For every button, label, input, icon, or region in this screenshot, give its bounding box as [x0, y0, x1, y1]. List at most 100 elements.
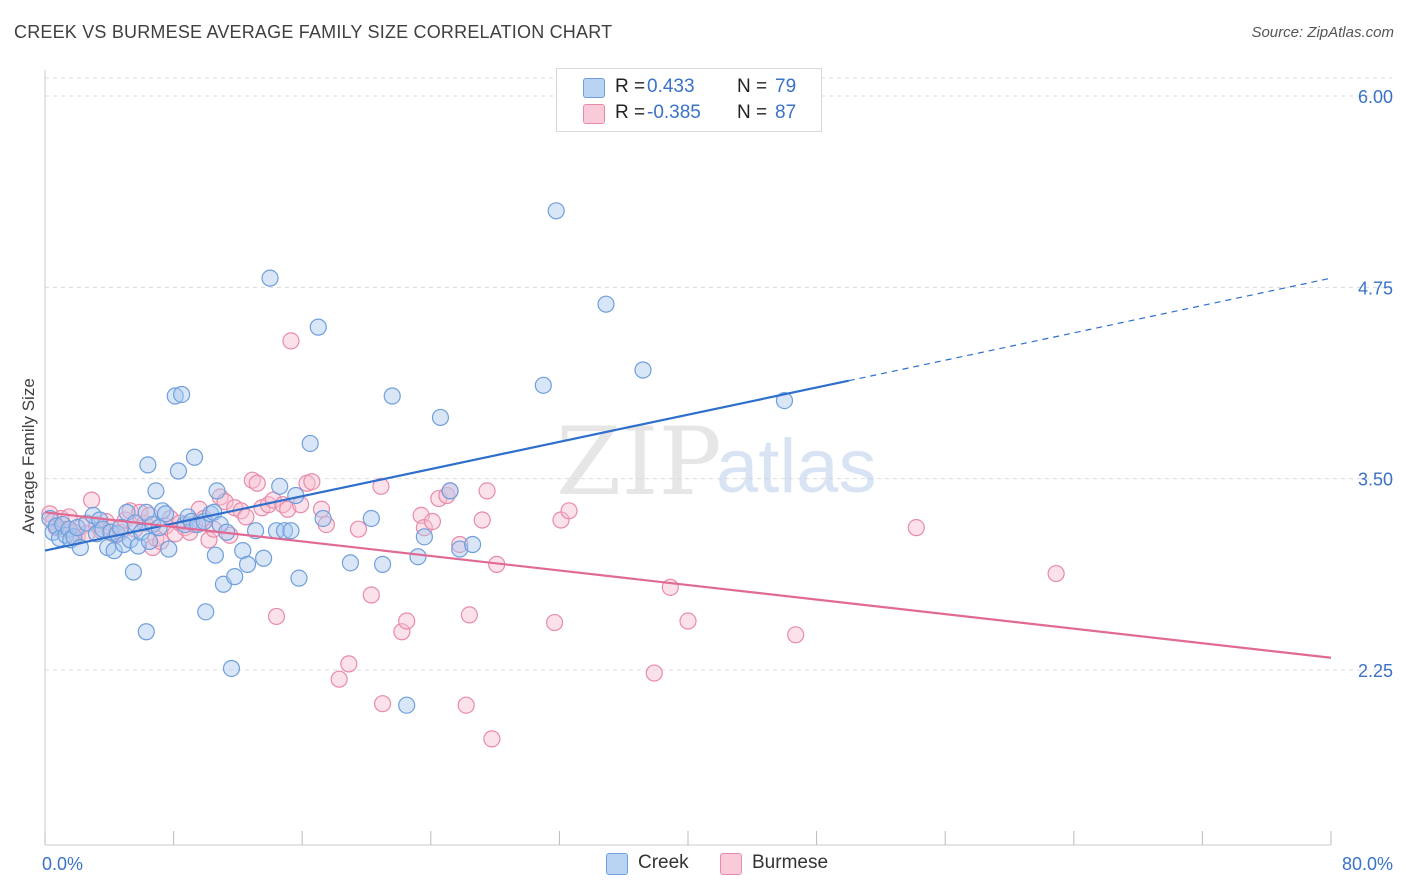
creek-point	[409, 548, 427, 566]
burmese-point	[473, 511, 491, 529]
burmese-point	[372, 477, 390, 495]
trend-lines	[44, 277, 1332, 659]
creek-point	[139, 456, 157, 474]
creek-r-value: 0.433	[647, 76, 695, 97]
creek-point	[197, 603, 215, 621]
burmese-point	[243, 471, 261, 489]
creek-point	[314, 509, 332, 528]
creek-point	[208, 482, 226, 500]
correlation-legend: R = 0.433 N = 79 R = -0.385 N = 87	[556, 68, 822, 132]
burmese-point	[362, 586, 380, 604]
burmese-point	[679, 612, 697, 630]
creek-point	[431, 408, 450, 427]
burmese-point	[423, 512, 442, 531]
creek-swatch	[583, 78, 605, 98]
creek-r-label: R =	[615, 76, 646, 97]
creek-point	[415, 528, 433, 546]
x-tick-label-max: 80.0%	[1342, 854, 1393, 874]
bottom-creek-swatch	[606, 853, 628, 875]
creek-point	[166, 387, 184, 405]
creek-point	[441, 482, 459, 500]
x-tick-label-min: 0.0%	[42, 854, 83, 874]
creek-n-label: N =	[737, 76, 768, 97]
tick-labels: 2.25 3.50 4.75 6.00 0.0% 80.0%	[42, 87, 1393, 874]
burmese-point	[83, 491, 101, 509]
creek-point	[226, 568, 244, 586]
burmese-point	[303, 473, 321, 491]
creek-point	[383, 387, 401, 405]
y-axis-label: Average Family Size	[19, 378, 38, 534]
creek-point	[185, 448, 204, 466]
bottom-burmese-label: Burmese	[752, 852, 829, 873]
chart-title: CREEK VS BURMESE AVERAGE FAMILY SIZE COR…	[14, 22, 613, 42]
creek-point	[271, 477, 289, 495]
creek-trend-line	[44, 379, 849, 552]
burmese-point	[478, 482, 496, 500]
creek-point	[169, 462, 188, 480]
source-label: Source: ZipAtlas.com	[1251, 24, 1394, 41]
creek-point	[463, 535, 482, 554]
creek-point	[282, 522, 300, 540]
creek-point	[105, 542, 123, 560]
burmese-point	[451, 535, 469, 554]
creek-point	[373, 555, 392, 573]
burmese-point	[438, 486, 456, 505]
burmese-point	[221, 526, 239, 544]
burmese-point	[373, 695, 392, 713]
creek-point	[160, 540, 178, 558]
watermark-atlas: atlas	[716, 424, 877, 509]
creek-point	[137, 623, 155, 641]
creek-point	[147, 482, 165, 500]
creek-point	[129, 537, 147, 555]
burmese-point	[349, 520, 368, 538]
burmese-point	[645, 664, 663, 682]
burmese-point	[237, 508, 255, 526]
burmese-n-label: N =	[737, 102, 768, 123]
watermark: ZIP atlas	[556, 408, 877, 517]
creek-point	[261, 269, 279, 287]
burmese-point	[460, 606, 478, 624]
creek-point	[206, 546, 224, 564]
creek-point	[156, 505, 175, 523]
burmese-point	[560, 502, 578, 520]
burmese-swatch	[583, 104, 605, 124]
creek-point	[173, 385, 191, 404]
creek-point	[634, 361, 652, 379]
creek-point	[341, 554, 360, 572]
burmese-points	[41, 332, 1065, 748]
creek-point	[140, 532, 159, 551]
burmese-point	[787, 626, 805, 644]
creek-point	[362, 509, 380, 528]
creek-point	[547, 202, 565, 220]
burmese-point	[330, 670, 348, 688]
burmese-point	[1047, 564, 1065, 583]
creek-point	[398, 696, 416, 714]
creek-point	[222, 659, 241, 678]
burmese-point	[248, 474, 266, 492]
burmese-point	[279, 500, 297, 518]
creek-point	[534, 376, 552, 394]
creek-point	[255, 549, 273, 567]
creek-point	[451, 540, 469, 558]
burmese-point	[398, 612, 416, 630]
creek-point	[290, 569, 308, 587]
y-tick-label: 2.25	[1358, 661, 1393, 681]
burmese-r-value: -0.385	[647, 102, 701, 123]
burmese-point	[393, 623, 411, 641]
burmese-n-value: 87	[775, 102, 797, 123]
creek-point	[301, 434, 319, 453]
creek-point	[124, 563, 143, 581]
burmese-r-label: R =	[615, 102, 646, 123]
burmese-point	[282, 332, 300, 350]
creek-point	[153, 502, 171, 520]
creek-point	[309, 318, 327, 336]
bottom-creek-label: Creek	[638, 852, 689, 873]
burmese-point	[483, 730, 501, 748]
burmese-point	[907, 519, 925, 537]
y-tick-label: 6.00	[1358, 87, 1393, 107]
creek-point	[238, 555, 257, 573]
burmese-point	[267, 607, 286, 626]
burmese-point	[457, 696, 475, 714]
creek-point	[775, 392, 794, 410]
creek-point	[597, 295, 615, 313]
